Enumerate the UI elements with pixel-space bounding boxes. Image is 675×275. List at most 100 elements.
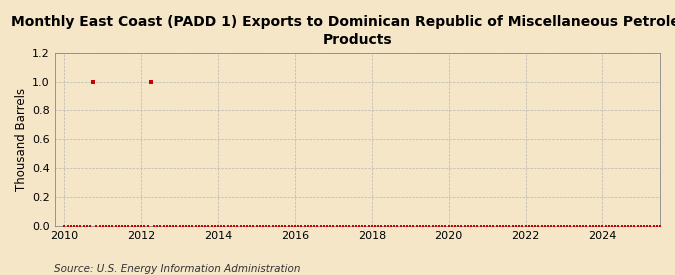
Point bbox=[107, 224, 118, 228]
Point bbox=[321, 224, 332, 228]
Point bbox=[270, 224, 281, 228]
Point bbox=[453, 224, 464, 228]
Point bbox=[587, 224, 598, 228]
Point bbox=[530, 224, 541, 228]
Point bbox=[72, 224, 82, 228]
Point bbox=[88, 79, 99, 84]
Point bbox=[462, 224, 473, 228]
Point bbox=[113, 224, 124, 228]
Point bbox=[213, 224, 223, 228]
Point bbox=[385, 224, 396, 228]
Point bbox=[607, 224, 618, 228]
Point bbox=[190, 224, 201, 228]
Point bbox=[629, 224, 640, 228]
Point bbox=[482, 224, 493, 228]
Point bbox=[306, 224, 317, 228]
Point bbox=[440, 224, 451, 228]
Point bbox=[556, 224, 566, 228]
Point bbox=[398, 224, 409, 228]
Point bbox=[514, 224, 524, 228]
Point bbox=[597, 224, 608, 228]
Point bbox=[59, 224, 70, 228]
Point bbox=[578, 224, 589, 228]
Point bbox=[69, 224, 80, 228]
Point bbox=[613, 224, 624, 228]
Point bbox=[65, 224, 76, 228]
Point bbox=[648, 224, 659, 228]
Point bbox=[184, 224, 194, 228]
Point bbox=[510, 224, 521, 228]
Point bbox=[472, 224, 483, 228]
Point bbox=[194, 224, 205, 228]
Point bbox=[132, 224, 143, 228]
Point bbox=[431, 224, 441, 228]
Point bbox=[645, 224, 656, 228]
Point bbox=[379, 224, 390, 228]
Point bbox=[344, 224, 355, 228]
Point bbox=[110, 224, 121, 228]
Point bbox=[383, 224, 394, 228]
Point bbox=[495, 224, 506, 228]
Point bbox=[488, 224, 499, 228]
Point bbox=[610, 224, 620, 228]
Point bbox=[661, 224, 672, 228]
Point bbox=[181, 224, 192, 228]
Point bbox=[117, 224, 128, 228]
Point bbox=[139, 224, 150, 228]
Point bbox=[408, 224, 418, 228]
Point bbox=[450, 224, 460, 228]
Point bbox=[302, 224, 313, 228]
Point bbox=[91, 224, 102, 228]
Point bbox=[155, 224, 166, 228]
Point bbox=[562, 224, 572, 228]
Point bbox=[526, 224, 537, 228]
Point bbox=[479, 224, 489, 228]
Point bbox=[622, 224, 633, 228]
Point bbox=[443, 224, 454, 228]
Title: Monthly East Coast (PADD 1) Exports to Dominican Republic of Miscellaneous Petro: Monthly East Coast (PADD 1) Exports to D… bbox=[11, 15, 675, 47]
Point bbox=[277, 224, 288, 228]
Point bbox=[539, 224, 550, 228]
Point bbox=[152, 224, 163, 228]
Point bbox=[616, 224, 627, 228]
Point bbox=[418, 224, 429, 228]
Point bbox=[319, 224, 329, 228]
Point bbox=[354, 224, 364, 228]
Point bbox=[635, 224, 646, 228]
Point bbox=[360, 224, 371, 228]
Point bbox=[376, 224, 387, 228]
Point bbox=[75, 224, 86, 228]
Point bbox=[290, 224, 300, 228]
Point bbox=[200, 224, 211, 228]
Point bbox=[174, 224, 185, 228]
Point bbox=[632, 224, 643, 228]
Point bbox=[261, 224, 271, 228]
Point bbox=[338, 224, 348, 228]
Point bbox=[456, 224, 467, 228]
Point bbox=[171, 224, 182, 228]
Point bbox=[523, 224, 534, 228]
Point bbox=[620, 224, 630, 228]
Point bbox=[207, 224, 217, 228]
Point bbox=[421, 224, 431, 228]
Point bbox=[315, 224, 326, 228]
Point bbox=[273, 224, 284, 228]
Point bbox=[459, 224, 470, 228]
Point bbox=[568, 224, 579, 228]
Point bbox=[331, 224, 342, 228]
Point bbox=[258, 224, 269, 228]
Point bbox=[178, 224, 188, 228]
Point bbox=[209, 224, 220, 228]
Point bbox=[389, 224, 400, 228]
Point bbox=[491, 224, 502, 228]
Point bbox=[225, 224, 236, 228]
Point bbox=[161, 224, 172, 228]
Point bbox=[584, 224, 595, 228]
Point bbox=[251, 224, 262, 228]
Point bbox=[639, 224, 649, 228]
Point bbox=[78, 224, 89, 228]
Point bbox=[334, 224, 345, 228]
Point bbox=[308, 224, 319, 228]
Point bbox=[84, 224, 95, 228]
Point bbox=[238, 224, 249, 228]
